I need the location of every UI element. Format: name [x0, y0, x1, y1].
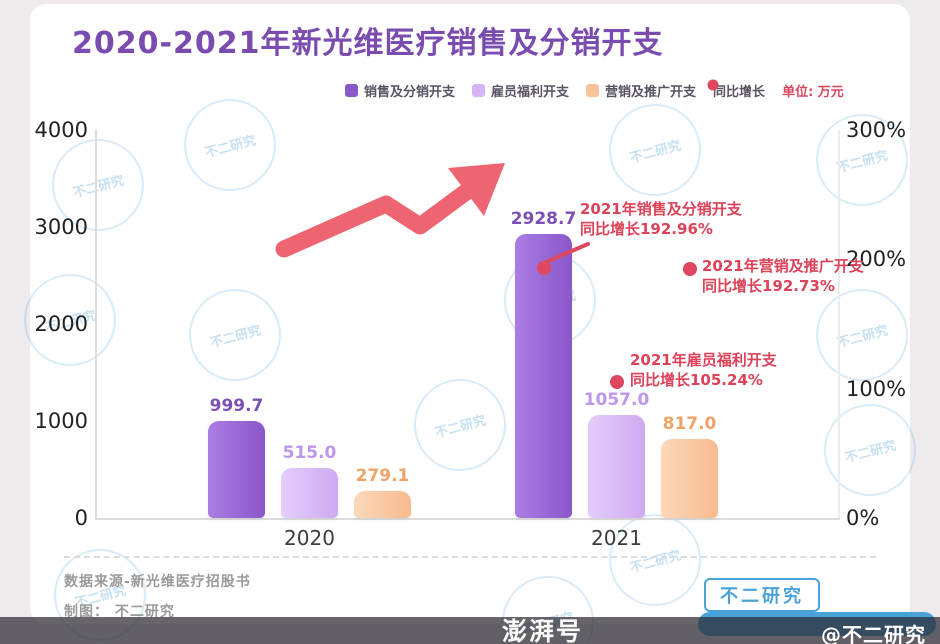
y2-axis-tick-label: 100%	[846, 376, 907, 401]
legend-label: 雇员福利开支	[491, 85, 570, 100]
y-axis-tick-label: 4000	[34, 118, 88, 142]
bar-2021	[661, 438, 718, 518]
legend-items: 销售及分销开支 雇员福利开支 营销及推广开支 同比增长	[345, 79, 766, 100]
account-handle: @不二研究	[821, 623, 926, 644]
bar-value-label: 2928.7	[510, 208, 577, 229]
annotation-line: 同比增长192.73%	[702, 277, 835, 295]
annotation-welfare-growth: 2021年雇员福利开支 同比增长105.24%	[630, 350, 777, 390]
annotation-line: 同比增长192.96%	[580, 220, 713, 238]
growth-dot	[682, 261, 697, 276]
bar-value-label: 279.1	[355, 465, 410, 486]
legend-label: 同比增长	[713, 85, 766, 100]
legend-label: 销售及分销开支	[364, 85, 456, 100]
legend-swatch	[345, 84, 358, 97]
y-axis-tick-label: 0	[74, 506, 88, 530]
footer-divider	[64, 556, 876, 558]
x-axis-label: 2020	[284, 526, 335, 550]
legend-swatch	[472, 84, 486, 97]
bottom-bar	[0, 617, 940, 644]
legend-swatch	[586, 84, 600, 97]
y-axis-tick-label: 2000	[34, 312, 88, 336]
platform-watermark: 澎湃号	[502, 617, 584, 644]
y2-axis-tick-label: 200%	[846, 247, 907, 272]
y-axis-line	[95, 130, 97, 518]
growth-dot	[536, 261, 551, 276]
bar-value-label: 999.7	[209, 396, 264, 417]
chart-card	[30, 4, 910, 624]
legend: 销售及分销开支 雇员福利开支 营销及推广开支 同比增长 单位: 万元	[345, 79, 844, 100]
y2-axis-tick-label: 0%	[846, 506, 880, 530]
annotation-line: 2021年营销及推广开支	[702, 257, 864, 275]
bar-2020	[354, 490, 411, 518]
credit-text: 制图： 不二研究	[64, 604, 175, 620]
unit-label: 单位: 万元	[782, 85, 844, 100]
annotation-marketing-growth: 2021年营销及推广开支 同比增长192.73%	[702, 256, 864, 296]
annotation-line: 同比增长105.24%	[630, 371, 763, 389]
brand-badge: 不二研究	[704, 578, 820, 612]
data-source-text: 数据来源-新光维医疗招股书	[64, 574, 251, 590]
legend-item: 销售及分销开支	[345, 81, 455, 100]
x-axis-line	[95, 518, 840, 520]
legend-item: 营销及推广开支	[586, 81, 696, 100]
bar-value-label: 515.0	[282, 443, 337, 464]
bar-value-label: 817.0	[662, 413, 717, 434]
bar-2021	[588, 415, 645, 518]
bar-2020	[281, 468, 338, 518]
bar-2020	[208, 421, 265, 518]
x-axis-label: 2021	[591, 526, 642, 550]
growth-dot	[609, 374, 624, 389]
legend-item: 雇员福利开支	[472, 81, 569, 100]
annotation-line: 2021年雇员福利开支	[630, 351, 777, 369]
bar-value-label: 1057.0	[583, 390, 650, 411]
annotation-line: 2021年销售及分销开支	[580, 200, 742, 218]
y2-axis-tick-label: 300%	[846, 118, 907, 142]
y-axis-tick-label: 1000	[34, 409, 88, 433]
legend-item: 同比增长	[707, 79, 766, 100]
right-axis-line	[838, 130, 840, 518]
legend-label: 营销及推广开支	[605, 85, 697, 100]
annotation-sales-growth: 2021年销售及分销开支 同比增长192.96%	[580, 199, 742, 239]
chart-title: 2020-2021年新光维医疗销售及分销开支	[72, 26, 664, 61]
legend-swatch	[707, 79, 719, 91]
y-axis-tick-label: 3000	[34, 215, 88, 239]
bar-2021	[515, 233, 572, 518]
